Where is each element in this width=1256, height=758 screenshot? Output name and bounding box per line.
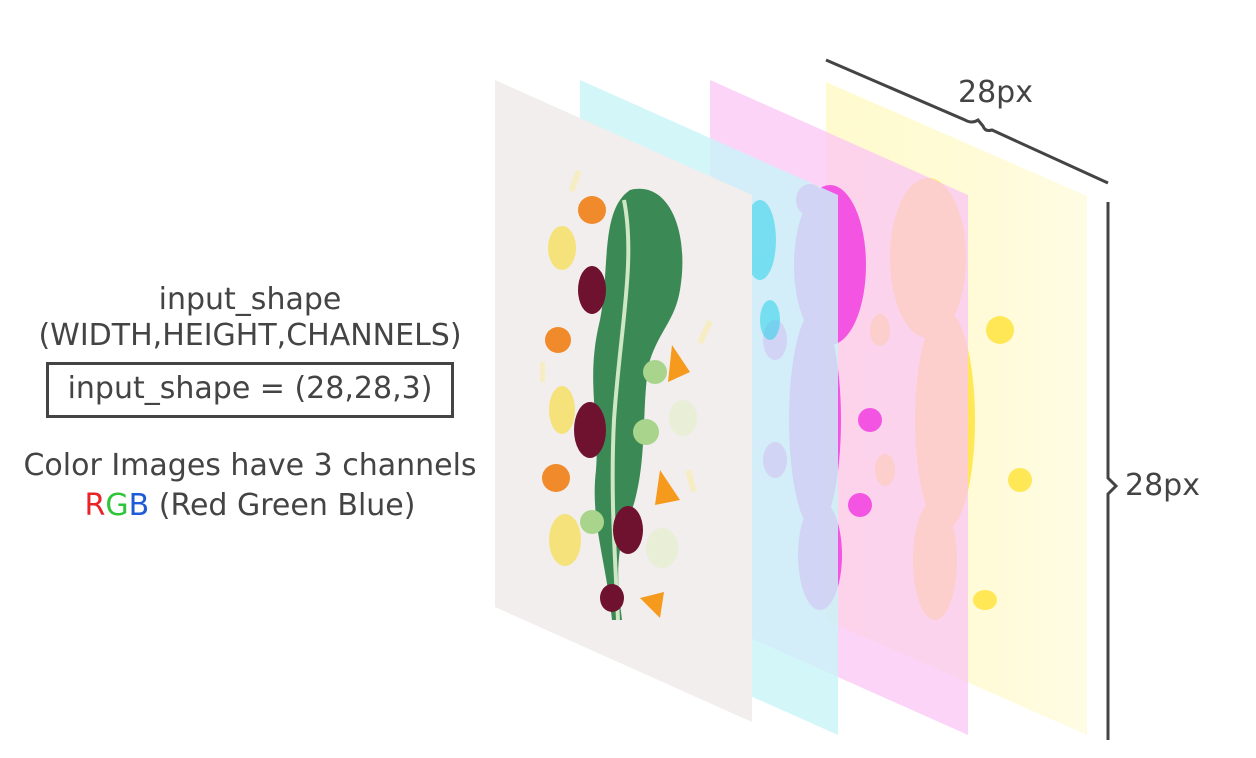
- rgb-red-letter: R: [84, 488, 106, 523]
- input-shape-title: input_shape: [158, 282, 342, 317]
- height-dimension-bracket: [1106, 202, 1119, 740]
- height-label: 28px: [1125, 468, 1200, 503]
- rgb-description: (Red Green Blue): [149, 488, 416, 523]
- rgb-blue-letter: B: [128, 488, 150, 523]
- code-box: [46, 362, 454, 418]
- rgb-green-letter: G: [105, 488, 129, 523]
- channels-note: Color Images have 3 channels: [23, 448, 477, 483]
- rgb-legend: RGB (Red Green Blue): [40, 488, 460, 523]
- width-label: 28px: [958, 75, 1033, 110]
- original-color-image-layer: [495, 80, 752, 722]
- width-dimension-bracket: [825, 58, 1109, 185]
- input-shape-code: input_shape = (28,28,3): [67, 371, 433, 406]
- input-shape-format: (WIDTH,HEIGHT,CHANNELS): [38, 318, 462, 353]
